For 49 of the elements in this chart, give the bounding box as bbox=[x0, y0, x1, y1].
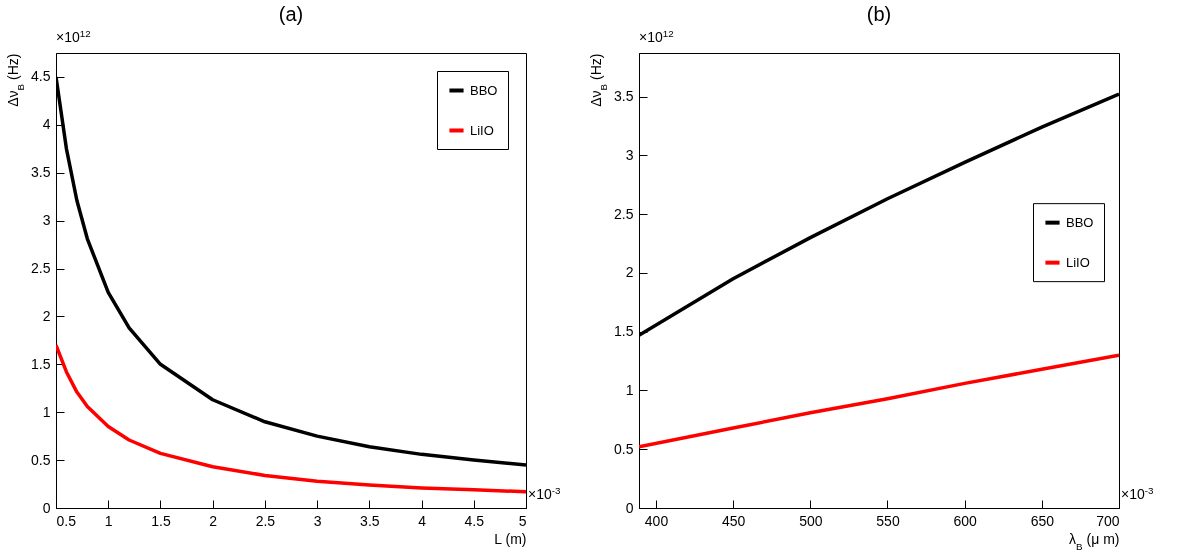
x-tick-label: 400 bbox=[644, 512, 669, 529]
x-tick-label: 4.5 bbox=[464, 512, 485, 529]
y-tick-label: 0 bbox=[625, 499, 634, 516]
x-tick-label: 2.5 bbox=[255, 512, 276, 529]
y-tick-label: 3 bbox=[625, 146, 634, 163]
text: ×10$^{-3}$ bbox=[1121, 484, 1155, 502]
y-tick-label: 1.5 bbox=[31, 355, 51, 372]
y-tick-label: 2 bbox=[625, 264, 634, 281]
y-tick-label: 4 bbox=[42, 116, 51, 133]
text: ×10$^{12}$ bbox=[639, 27, 674, 45]
x-tick-label: 1.5 bbox=[151, 512, 171, 529]
x-tick-label: 550 bbox=[876, 512, 900, 529]
line-series bbox=[56, 343, 526, 494]
y-tick-label: 1 bbox=[42, 403, 51, 420]
y-tick-label: 0.5 bbox=[614, 440, 634, 457]
x-tick-label: 500 bbox=[799, 512, 823, 529]
y-tick-label: 4.5 bbox=[31, 68, 51, 85]
x-tick-label: 650 bbox=[1030, 512, 1055, 529]
legend-label: BBO bbox=[470, 82, 498, 98]
y-tick-label: 1 bbox=[625, 381, 634, 398]
y-tick-label: 2.5 bbox=[614, 205, 634, 222]
y-tick-label: 1.5 bbox=[614, 323, 634, 340]
y-tick-label: 2 bbox=[42, 307, 51, 324]
y-tick-label: 3.5 bbox=[614, 88, 634, 104]
text: ×10$^{-3}$ bbox=[528, 484, 562, 502]
x-tick-label: 600 bbox=[953, 512, 978, 529]
x-tick-label: 700 bbox=[1096, 512, 1120, 529]
y-tick-label: 0.5 bbox=[31, 451, 51, 468]
x-tick-label: 3.5 bbox=[360, 512, 380, 529]
x-tick-label: 3 bbox=[313, 512, 322, 529]
x-tick-label: 5 bbox=[518, 512, 527, 529]
line-series bbox=[639, 353, 1119, 449]
x-tick-label: 2 bbox=[209, 512, 218, 529]
x-tick-label: 1 bbox=[104, 512, 113, 529]
x-axis-title: λ$_{B}$ (μ m) bbox=[1069, 530, 1120, 551]
chart-title: (b) bbox=[866, 3, 892, 25]
text: ×10$^{12}$ bbox=[56, 27, 91, 45]
y-tick-label: 0 bbox=[42, 499, 51, 516]
legend-label: LiIO bbox=[470, 122, 494, 138]
chart-title: (a) bbox=[278, 3, 304, 25]
legend-label: BBO bbox=[1066, 214, 1094, 230]
x-axis-title: L (m) bbox=[494, 530, 527, 547]
x-tick-label: 450 bbox=[721, 512, 746, 529]
y-tick-label: 3.5 bbox=[31, 164, 51, 181]
x-tick-label: 0.5 bbox=[56, 512, 77, 529]
x-tick-label: 4 bbox=[418, 512, 427, 529]
y-tick-label: 2.5 bbox=[31, 260, 51, 277]
legend-label: LiIO bbox=[1066, 254, 1090, 270]
y-tick-label: 3 bbox=[42, 212, 51, 229]
